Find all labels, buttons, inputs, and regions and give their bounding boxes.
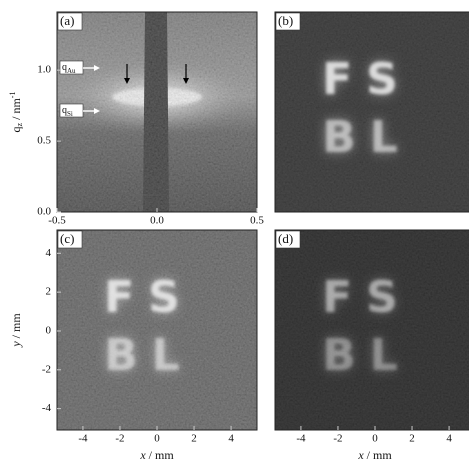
x-tick-label: -2 — [333, 433, 342, 445]
x-axis-unit: / mm — [146, 448, 175, 462]
x-tick-label: -2 — [115, 433, 124, 445]
annotation-sub: Si — [67, 110, 73, 118]
x-axis-label: x / mm — [357, 448, 392, 462]
y-axis-unit: / mm — [9, 313, 23, 342]
annotation-sub: Au — [67, 67, 76, 75]
y-tick-label: 0.0 — [37, 206, 51, 218]
x-axis-label: x / mm — [139, 448, 174, 462]
y-axis-label: qz / nm-1 — [8, 92, 24, 133]
image-letters: FS — [322, 272, 412, 323]
image-letters: BL — [322, 112, 412, 163]
x-tick-label: 4 — [228, 433, 234, 445]
x-tick-label: 2 — [409, 433, 415, 445]
panel-label: (d) — [278, 231, 293, 246]
y-axis-sup: -1 — [8, 92, 17, 99]
x-tick-label: -4 — [78, 433, 88, 445]
x-tick-label: 0 — [372, 433, 378, 445]
image-letters: FS — [322, 54, 412, 105]
y-tick-label: 2 — [46, 286, 52, 298]
y-tick-label: 0 — [46, 325, 52, 337]
panel-label: (a) — [60, 13, 74, 28]
x-tick-label: 0 — [154, 433, 160, 445]
x-tick-label: 0.5 — [250, 215, 264, 227]
x-axis-unit: / mm — [364, 448, 393, 462]
image-letters: FS — [104, 272, 194, 323]
x-tick-label: -4 — [296, 433, 306, 445]
noise — [57, 12, 257, 212]
y-tick-label: 0.5 — [37, 135, 51, 147]
panel-label: (b) — [278, 13, 293, 28]
y-tick-label: 4 — [46, 247, 52, 259]
y-tick-label: -4 — [42, 402, 52, 414]
x-tick-label: 4 — [446, 433, 452, 445]
y-tick-label: -2 — [42, 363, 51, 375]
y-axis-unit: / nm — [9, 98, 23, 123]
figure: qAuqSi(a)-0.50.00.50.00.51.0qz / nm-1FSF… — [0, 0, 469, 465]
y-tick-label: 1.0 — [37, 64, 51, 76]
panel-label: (c) — [60, 231, 74, 246]
image-letters: BL — [322, 330, 412, 381]
y-axis-label: y / mm — [9, 313, 23, 348]
image-letters: BL — [104, 330, 194, 381]
x-tick-label: 2 — [191, 433, 197, 445]
x-tick-label: 0.0 — [150, 215, 164, 227]
